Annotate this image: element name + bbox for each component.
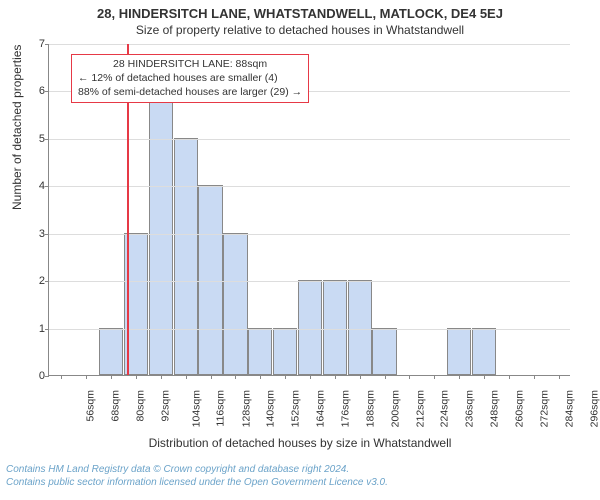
x-tick-label: 260sqm <box>513 390 525 427</box>
x-tick-label: 188sqm <box>364 390 376 427</box>
x-tick-mark <box>310 375 311 379</box>
x-tick-label: 92sqm <box>160 390 172 422</box>
x-tick-label: 224sqm <box>439 390 451 427</box>
footer-line-1: Contains HM Land Registry data © Crown c… <box>6 463 388 476</box>
x-tick-label: 284sqm <box>563 390 575 427</box>
chart-subtitle: Size of property relative to detached ho… <box>0 23 600 37</box>
x-tick-mark <box>111 375 112 379</box>
y-tick-label: 7 <box>29 38 45 50</box>
x-tick-mark <box>186 375 187 379</box>
x-tick-mark <box>534 375 535 379</box>
x-tick-mark <box>459 375 460 379</box>
footer-attribution: Contains HM Land Registry data © Crown c… <box>6 463 388 489</box>
y-tick-label: 6 <box>29 85 45 97</box>
x-tick-label: 152sqm <box>290 390 302 427</box>
x-tick-label: 272sqm <box>538 390 550 427</box>
annotation-line: 88% of semi-detached houses are larger (… <box>78 85 302 99</box>
y-tick-mark <box>45 186 49 187</box>
y-tick-mark <box>45 234 49 235</box>
chart-title-block: 28, HINDERSITCH LANE, WHATSTANDWELL, MAT… <box>0 0 600 37</box>
y-tick-mark <box>45 91 49 92</box>
x-tick-mark <box>509 375 510 379</box>
x-tick-mark <box>385 375 386 379</box>
x-tick-mark <box>559 375 560 379</box>
histogram-bar <box>248 328 272 375</box>
histogram-bar <box>223 233 247 375</box>
x-tick-mark <box>136 375 137 379</box>
histogram-bar <box>472 328 496 375</box>
x-tick-label: 164sqm <box>315 390 327 427</box>
x-tick-label: 140sqm <box>265 390 277 427</box>
x-tick-label: 248sqm <box>489 390 501 427</box>
y-tick-mark <box>45 44 49 45</box>
x-tick-mark <box>235 375 236 379</box>
x-tick-mark <box>409 375 410 379</box>
histogram-bar <box>174 138 198 375</box>
x-tick-mark <box>161 375 162 379</box>
x-tick-label: 56sqm <box>85 390 97 422</box>
y-tick-mark <box>45 281 49 282</box>
x-tick-mark <box>434 375 435 379</box>
x-tick-label: 176sqm <box>339 390 351 427</box>
x-tick-mark <box>86 375 87 379</box>
x-tick-label: 116sqm <box>214 390 226 427</box>
x-tick-mark <box>484 375 485 379</box>
y-tick-mark <box>45 329 49 330</box>
x-tick-label: 68sqm <box>110 390 122 422</box>
histogram-bar <box>372 328 396 375</box>
x-tick-label: 128sqm <box>240 390 252 427</box>
x-tick-label: 236sqm <box>464 390 476 427</box>
x-tick-mark <box>211 375 212 379</box>
x-tick-mark <box>360 375 361 379</box>
chart-title: 28, HINDERSITCH LANE, WHATSTANDWELL, MAT… <box>0 6 600 21</box>
y-tick-label: 3 <box>29 228 45 240</box>
x-tick-label: 200sqm <box>389 390 401 427</box>
annotation-line: 28 HINDERSITCH LANE: 88sqm <box>78 57 302 71</box>
histogram-bar <box>198 185 222 375</box>
y-tick-label: 2 <box>29 275 45 287</box>
y-tick-mark <box>45 139 49 140</box>
y-tick-label: 4 <box>29 180 45 192</box>
x-tick-mark <box>335 375 336 379</box>
x-tick-mark <box>260 375 261 379</box>
x-tick-mark <box>285 375 286 379</box>
x-tick-label: 80sqm <box>135 390 147 422</box>
y-axis-label: Number of detached properties <box>10 45 24 210</box>
x-tick-label: 296sqm <box>588 390 600 427</box>
x-axis-label: Distribution of detached houses by size … <box>0 436 600 450</box>
x-tick-label: 104sqm <box>190 390 202 427</box>
histogram-bar <box>447 328 471 375</box>
y-tick-label: 1 <box>29 323 45 335</box>
footer-line-2: Contains public sector information licen… <box>6 476 388 489</box>
y-tick-label: 0 <box>29 370 45 382</box>
x-tick-mark <box>61 375 62 379</box>
y-tick-mark <box>45 376 49 377</box>
annotation-box: 28 HINDERSITCH LANE: 88sqm← 12% of detac… <box>71 54 309 103</box>
x-tick-label: 212sqm <box>414 390 426 427</box>
histogram-bar <box>99 328 123 375</box>
annotation-line: ← 12% of detached houses are smaller (4) <box>78 71 302 85</box>
y-tick-label: 5 <box>29 133 45 145</box>
histogram-bar <box>273 328 297 375</box>
chart-plot-area: 0123456756sqm68sqm80sqm92sqm104sqm116sqm… <box>48 44 570 376</box>
